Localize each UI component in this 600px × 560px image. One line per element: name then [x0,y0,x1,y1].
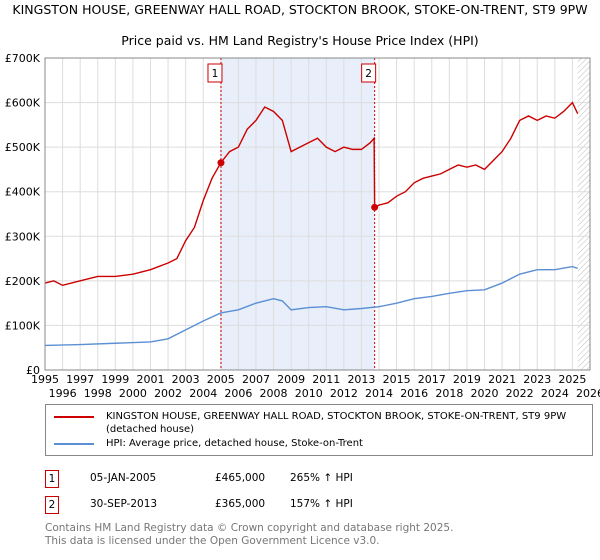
x-tick-label: 2006 [224,387,252,400]
sale-point [217,159,225,167]
chart-title: KINGSTON HOUSE, GREENWAY HALL ROAD, STOC… [12,2,588,17]
x-tick-label: 2003 [172,373,200,386]
x-tick-label: 2000 [119,387,147,400]
transaction-number: 2 [45,496,59,514]
x-tick-label: 2011 [312,373,340,386]
x-tick-label: 2009 [277,373,305,386]
sale-label-box [207,63,223,83]
x-tick-label: 2023 [523,373,551,386]
x-tick-label: 2008 [260,387,288,400]
x-tick-label: 1999 [101,373,129,386]
y-tick-label: £0 [26,364,40,377]
hpi-line [44,265,578,347]
transaction-number: 1 [45,470,59,488]
transaction-hpi: 265% ↑ HPI [290,472,353,484]
y-tick-label: £600K [5,97,41,110]
sale-label-box [361,63,377,83]
property-price-line [44,101,579,287]
x-tick-label: 2018 [435,387,463,400]
x-tick-label: 2020 [471,387,499,400]
transaction-hpi: 157% ↑ HPI [290,498,353,510]
x-tick-label: 2012 [330,387,358,400]
x-tick-label: 2017 [418,373,446,386]
x-tick-label: 2001 [136,373,164,386]
legend-hpi: HPI: Average price, detached house, Stok… [106,438,363,449]
x-tick-label: 2016 [400,387,428,400]
forecast-hatch [577,58,590,370]
legend-property: KINGSTON HOUSE, GREENWAY HALL ROAD, STOC… [106,411,567,435]
y-tick-label: £700K [5,52,41,65]
transaction-row: 2 30-SEP-2013 £365,000 157% ↑ HPI [45,496,585,514]
price-chart: 1 2 £0 £100K £200K £300K £400K £500K £600K £700K 1… [5,52,600,400]
sale-label: 1 [212,68,219,80]
legend: KINGSTON HOUSE, GREENWAY HALL ROAD, STOC… [45,404,593,456]
transaction-row: 1 05-JAN-2005 £465,000 265% ↑ HPI [45,470,585,488]
y-tick-label: £200K [5,275,41,288]
x-tick-label: 2022 [506,387,534,400]
y-tick-label: £100K [5,319,41,332]
x-tick-label: 2025 [558,373,586,386]
x-tick-label: 2014 [365,387,393,400]
transaction-date: 30-SEP-2013 [90,498,158,510]
transaction-price: £365,000 [215,498,266,510]
sale-point [371,203,379,211]
footer-copyright: Contains HM Land Registry data © Crown c… [45,522,454,534]
x-tick-label: 2019 [453,373,481,386]
blue-line-swatch [54,443,94,445]
x-tick-label: 1995 [31,373,59,386]
sale-label: 2 [365,68,372,80]
x-tick-label: 2024 [541,387,569,400]
x-tick-label: 2013 [347,373,375,386]
plot-border [44,57,591,371]
chart-subtitle: Price paid vs. HM Land Registry's House … [121,33,479,48]
x-tick-label: 1997 [66,373,94,386]
y-tick-label: £300K [5,230,41,243]
x-tick-label: 2007 [242,373,270,386]
x-tick-label: 2005 [207,373,235,386]
transaction-date: 05-JAN-2005 [90,472,157,484]
x-tick-label: 2021 [488,373,516,386]
x-tick-label: 2002 [154,387,182,400]
transaction-price: £465,000 [215,472,266,484]
y-tick-label: £400K [5,186,41,199]
x-tick-label: 1996 [49,387,77,400]
x-tick-label: 2010 [295,387,323,400]
sale-period-shading [220,58,375,370]
x-tick-label: 2026 [576,387,600,400]
footer: Contains HM Land Registry data © Crown c… [45,522,595,548]
footer-license: This data is licensed under the Open Gov… [45,535,380,547]
red-line-swatch [54,416,94,418]
y-tick-label: £500K [5,141,41,154]
x-tick-label: 1998 [84,387,112,400]
x-tick-label: 2015 [383,373,411,386]
x-tick-label: 2004 [189,387,217,400]
